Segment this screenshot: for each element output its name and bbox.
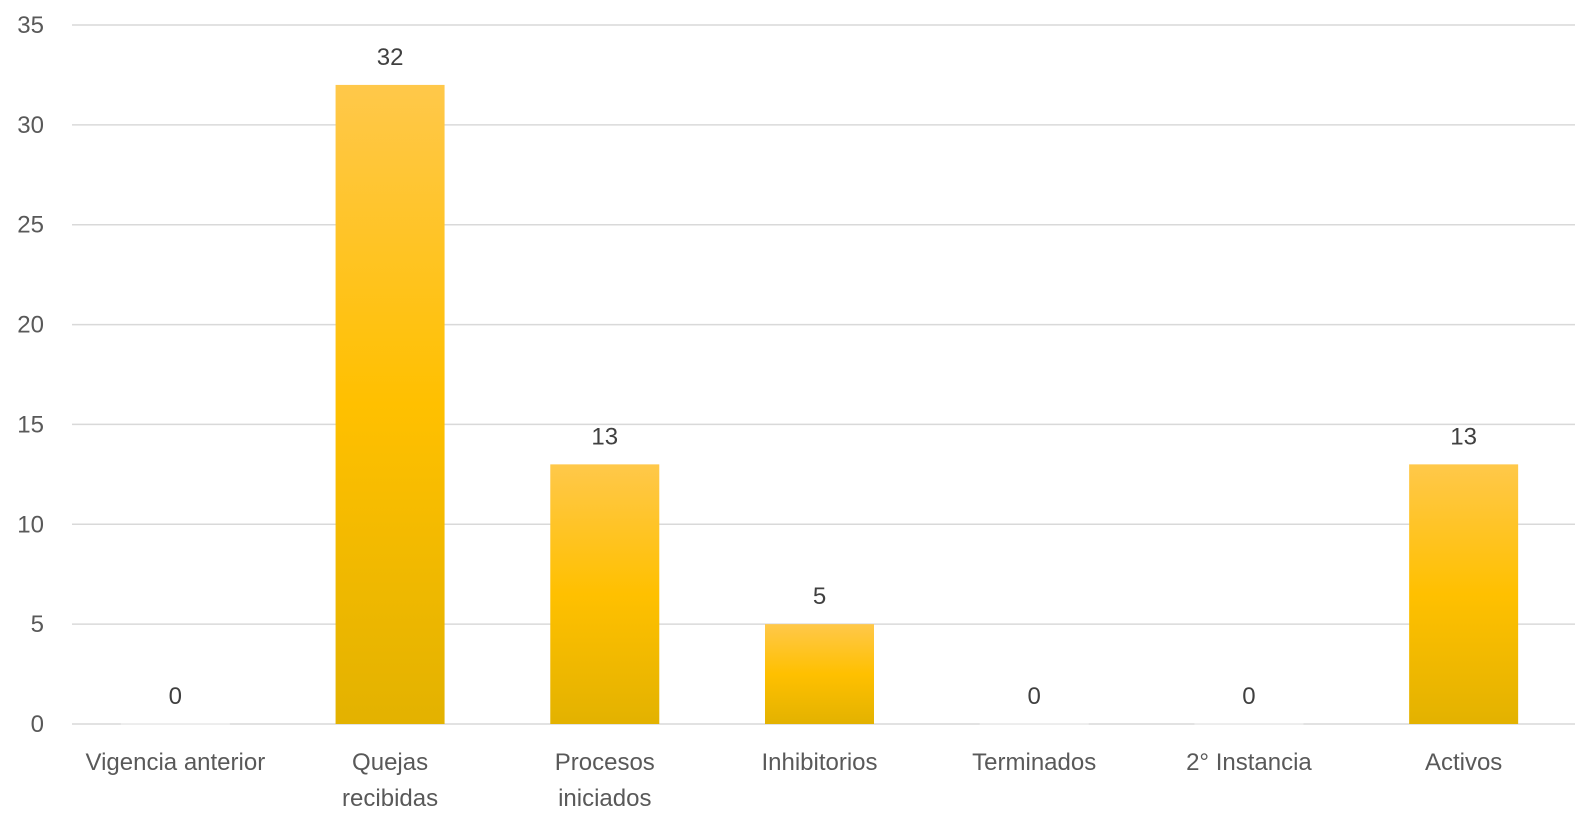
y-tick-label: 30	[17, 112, 44, 139]
data-label: 0	[1028, 683, 1041, 710]
bar	[979, 723, 1089, 725]
data-label: 0	[1242, 683, 1255, 710]
y-tick-label: 0	[31, 711, 44, 738]
y-tick-label: 10	[17, 511, 44, 538]
data-label: 0	[169, 683, 182, 710]
data-label: 13	[1450, 423, 1477, 450]
x-tick-label: Terminados	[972, 749, 1096, 776]
data-label: 32	[377, 44, 404, 71]
x-tick-label: Vigencia anterior	[86, 749, 266, 776]
data-labels: 0 32 13 5 0 0 13	[169, 44, 1477, 710]
data-label: 13	[591, 423, 618, 450]
x-axis-ticks: Vigencia anterior Quejas recibidas Procesos…	[86, 749, 1503, 812]
gridlines	[72, 24, 1575, 725]
bar	[765, 624, 874, 724]
y-tick-label: 35	[17, 12, 44, 39]
bar	[335, 84, 445, 724]
x-tick-label: Quejas	[352, 749, 428, 776]
x-tick-label: recibidas	[342, 785, 438, 812]
x-tick-label: 2° Instancia	[1186, 749, 1312, 776]
x-tick-label: iniciados	[558, 785, 651, 812]
bar	[1409, 464, 1519, 724]
data-label: 5	[813, 583, 826, 610]
x-tick-label: Inhibitorios	[761, 749, 877, 776]
y-tick-label: 15	[17, 411, 44, 438]
x-tick-label: Procesos	[555, 749, 655, 776]
bar	[120, 723, 230, 725]
y-tick-label: 20	[17, 312, 44, 339]
y-tick-label: 5	[31, 611, 44, 638]
y-tick-label: 25	[17, 212, 44, 239]
bar	[550, 464, 660, 724]
bar	[1194, 723, 1304, 725]
y-axis-ticks: 0 5 10 15 20 25 30 35	[17, 12, 44, 738]
bars	[120, 84, 1519, 725]
x-tick-label: Activos	[1425, 749, 1502, 776]
